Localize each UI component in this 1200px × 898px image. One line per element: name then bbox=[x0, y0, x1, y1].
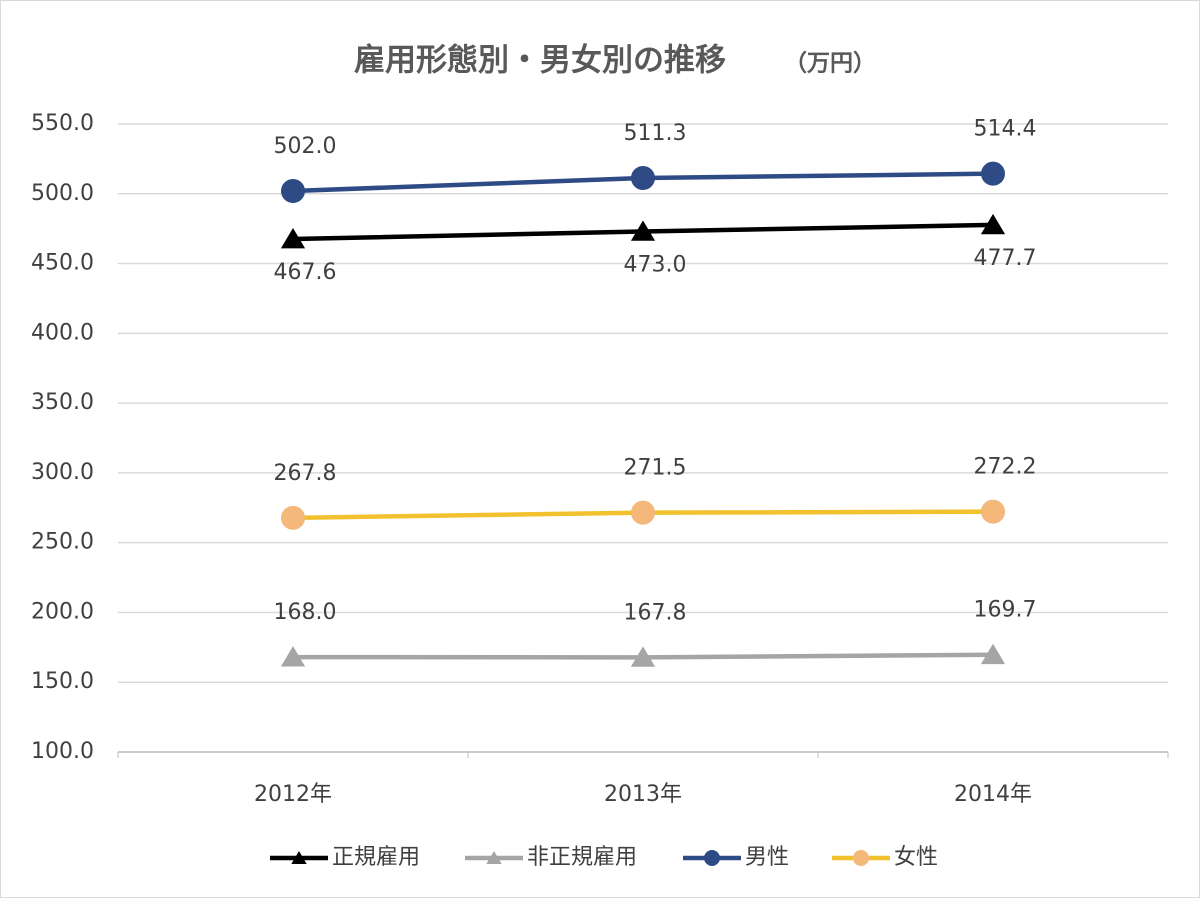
data-point bbox=[631, 500, 655, 525]
legend-marker bbox=[853, 850, 869, 866]
y-tick-label: 550.0 bbox=[31, 111, 94, 136]
data-point bbox=[980, 213, 1006, 235]
legend-marker bbox=[486, 851, 502, 864]
y-tick-label: 500.0 bbox=[31, 181, 94, 206]
data-label: 511.3 bbox=[624, 121, 687, 146]
data-label: 167.8 bbox=[624, 600, 687, 625]
data-point bbox=[281, 178, 305, 203]
data-label: 168.0 bbox=[274, 600, 337, 625]
data-label: 477.7 bbox=[974, 246, 1037, 271]
y-tick-label: 250.0 bbox=[31, 530, 94, 555]
y-tick-label: 300.0 bbox=[31, 460, 94, 485]
y-tick-label: 450.0 bbox=[31, 251, 94, 276]
data-label: 467.6 bbox=[274, 260, 337, 285]
y-tick-label: 400.0 bbox=[31, 320, 94, 345]
data-point bbox=[631, 166, 655, 191]
y-tick-label: 200.0 bbox=[31, 599, 94, 624]
data-point bbox=[630, 646, 656, 667]
chart-title: 雇用形態別・男女別の推移 bbox=[354, 43, 726, 79]
x-tick-label: 2012年 bbox=[254, 782, 332, 807]
legend-label: 正規雇用 bbox=[332, 845, 420, 870]
legend-label: 女性 bbox=[894, 845, 938, 870]
x-tick-label: 2014年 bbox=[954, 782, 1032, 807]
data-label: 271.5 bbox=[624, 456, 687, 481]
data-label: 473.0 bbox=[624, 252, 687, 277]
data-point bbox=[280, 646, 306, 667]
data-point bbox=[281, 505, 305, 530]
data-point bbox=[981, 161, 1005, 186]
y-tick-label: 150.0 bbox=[31, 669, 94, 694]
data-label: 272.2 bbox=[974, 455, 1037, 480]
legend-label: 男性 bbox=[745, 845, 789, 870]
data-point bbox=[980, 643, 1006, 665]
legend-marker bbox=[291, 851, 307, 864]
x-tick-label: 2013年 bbox=[604, 782, 682, 807]
data-label: 169.7 bbox=[974, 598, 1037, 623]
data-point bbox=[630, 220, 656, 241]
data-label: 514.4 bbox=[974, 117, 1037, 142]
legend-label: 非正規雇用 bbox=[527, 845, 637, 870]
y-tick-label: 100.0 bbox=[31, 739, 94, 764]
data-label: 267.8 bbox=[274, 461, 337, 486]
chart-unit: （万円） bbox=[784, 50, 876, 77]
legend-marker bbox=[704, 850, 720, 866]
data-point bbox=[981, 499, 1005, 524]
data-point bbox=[280, 227, 306, 249]
y-tick-label: 350.0 bbox=[31, 390, 94, 415]
data-label: 502.0 bbox=[274, 134, 337, 159]
